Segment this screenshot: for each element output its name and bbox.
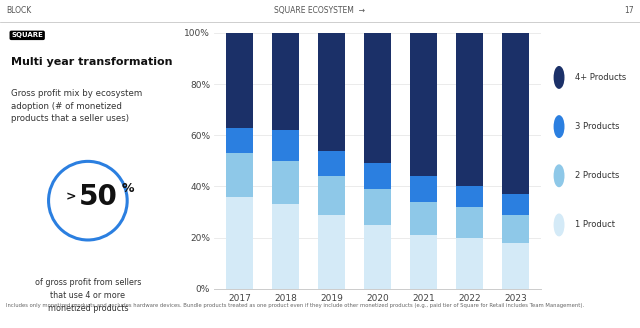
Bar bbox=[318, 215, 346, 289]
Text: >: > bbox=[65, 190, 76, 203]
Bar bbox=[272, 33, 300, 130]
Bar bbox=[364, 189, 392, 225]
Bar bbox=[318, 151, 346, 176]
Bar bbox=[226, 196, 253, 289]
Bar bbox=[456, 33, 483, 186]
Text: Includes only monetized products and excludes hardware devices. Bundle products : Includes only monetized products and exc… bbox=[6, 303, 584, 308]
Bar bbox=[364, 163, 392, 189]
Bar bbox=[364, 225, 392, 289]
Text: 4+ Products: 4+ Products bbox=[575, 73, 626, 82]
Bar bbox=[410, 235, 437, 289]
Bar bbox=[272, 204, 300, 289]
Text: %: % bbox=[122, 182, 134, 195]
Bar bbox=[456, 207, 483, 237]
Bar bbox=[272, 161, 300, 204]
Text: 2 Products: 2 Products bbox=[575, 171, 619, 180]
Text: SQUARE ECOSYSTEM  →: SQUARE ECOSYSTEM → bbox=[275, 6, 365, 15]
Circle shape bbox=[554, 67, 564, 88]
Bar bbox=[456, 186, 483, 207]
Bar bbox=[502, 194, 529, 215]
Text: of gross profit from sellers
that use 4 or more
monetized products: of gross profit from sellers that use 4 … bbox=[35, 278, 141, 313]
Text: Multi year transformation: Multi year transformation bbox=[12, 57, 173, 67]
Bar bbox=[502, 215, 529, 243]
Circle shape bbox=[554, 116, 564, 137]
Bar bbox=[318, 33, 346, 151]
Bar bbox=[318, 176, 346, 215]
Text: Gross profit mix by ecosystem
adoption (# of monetized
products that a seller us: Gross profit mix by ecosystem adoption (… bbox=[12, 89, 143, 123]
Text: 17: 17 bbox=[624, 6, 634, 15]
Bar bbox=[410, 202, 437, 235]
Bar bbox=[456, 237, 483, 289]
Text: 50: 50 bbox=[79, 183, 117, 211]
Bar bbox=[226, 128, 253, 153]
Text: BLOCK: BLOCK bbox=[6, 6, 31, 15]
Text: 3 Products: 3 Products bbox=[575, 122, 619, 131]
Circle shape bbox=[554, 165, 564, 187]
Bar bbox=[502, 33, 529, 194]
Text: 1 Product: 1 Product bbox=[575, 220, 614, 230]
Bar bbox=[272, 130, 300, 161]
Bar bbox=[226, 153, 253, 196]
Bar bbox=[410, 176, 437, 202]
Bar bbox=[364, 33, 392, 163]
Bar bbox=[226, 33, 253, 128]
Bar bbox=[410, 33, 437, 176]
Circle shape bbox=[554, 214, 564, 236]
Text: SQUARE: SQUARE bbox=[12, 32, 43, 38]
Bar bbox=[502, 243, 529, 289]
